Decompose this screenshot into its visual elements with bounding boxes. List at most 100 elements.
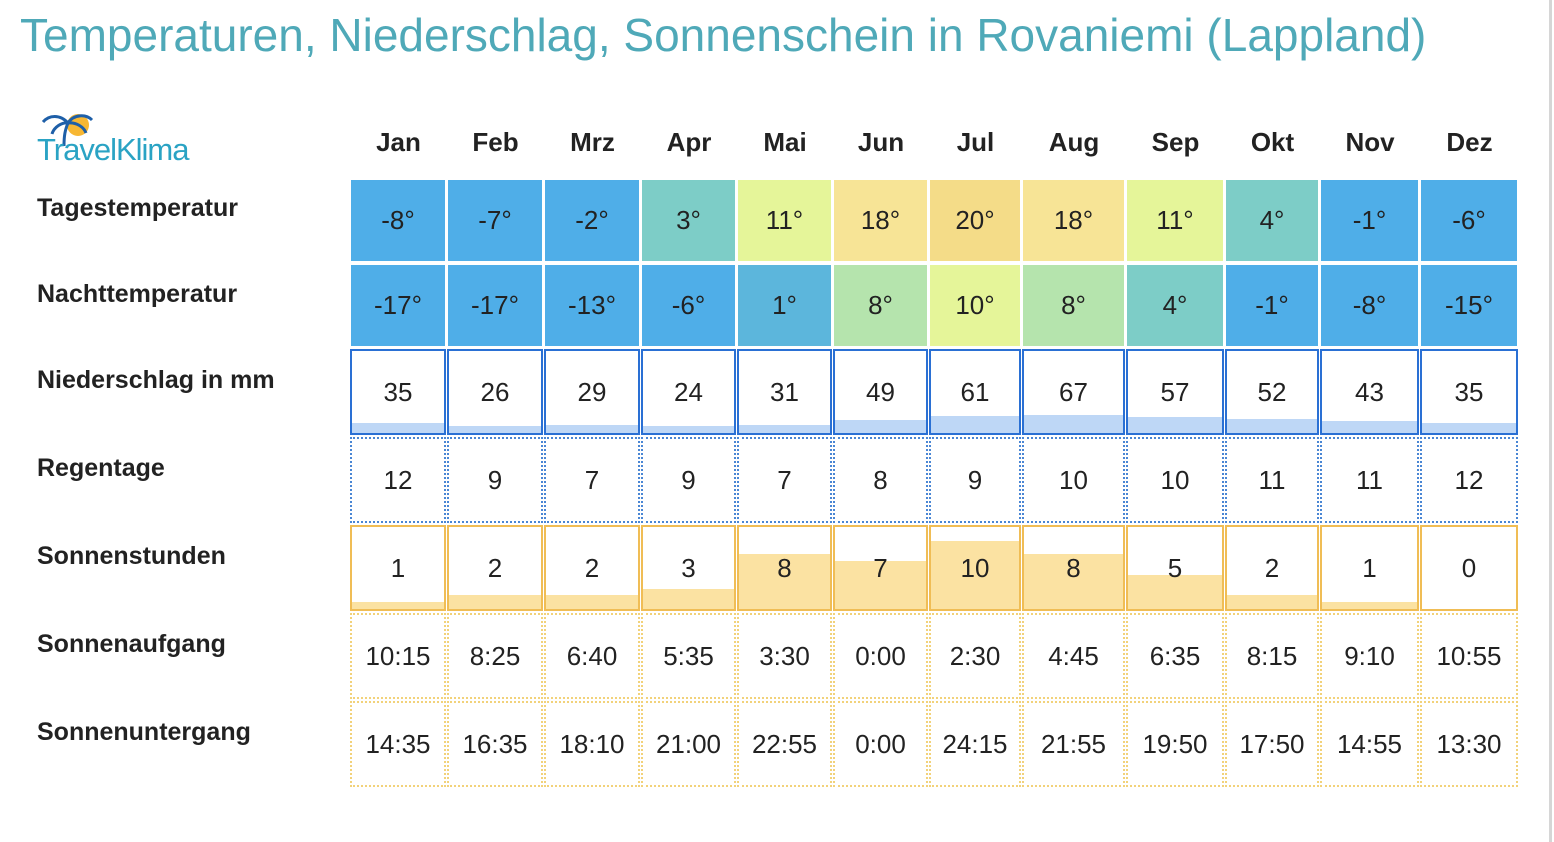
cell-sunrise-jun: 0:00 <box>833 613 928 699</box>
cell-precip-sep: 57 <box>1126 349 1224 435</box>
value-precip-okt: 52 <box>1257 376 1287 407</box>
cell-sunrise-dez: 10:55 <box>1420 613 1518 699</box>
travelklima-logo[interactable]: TravelKlima <box>34 108 204 172</box>
cell-precip-mai: 31 <box>737 349 832 435</box>
value-day-temp-jul: 20° <box>955 205 995 235</box>
bar-fill-precip-okt <box>1227 418 1317 433</box>
value-sun-hours-jul: 10 <box>960 552 990 583</box>
bar-fill-precip-nov <box>1322 421 1417 433</box>
month-header-nov: Nov <box>1345 127 1395 157</box>
value-rain-days-okt: 11 <box>1258 464 1286 495</box>
month-header-sep: Sep <box>1151 127 1200 157</box>
cell-sunrise-feb: 8:25 <box>447 613 543 699</box>
value-sunrise-feb: 8:25 <box>469 640 521 671</box>
bar-fill-sun-hours-jun <box>835 561 926 609</box>
value-sunset-feb: 16:35 <box>462 728 528 759</box>
bar-fill-sun-hours-mai <box>739 554 830 609</box>
bar-fill-precip-jan <box>352 423 444 433</box>
value-sunrise-aug: 4:45 <box>1048 640 1099 671</box>
value-sun-hours-jan: 1 <box>390 552 406 583</box>
row-label-day-temp: Tagestemperatur <box>37 194 238 222</box>
value-sunset-dez: 13:30 <box>1436 728 1502 759</box>
cell-sunrise-aug: 4:45 <box>1022 613 1125 699</box>
cell-rain-days-mrz: 7 <box>544 437 640 523</box>
cell-sunset-dez: 13:30 <box>1420 701 1518 787</box>
bar-fill-sun-hours-mrz <box>546 595 638 609</box>
value-precip-apr: 24 <box>674 376 703 407</box>
cell-precip-okt: 52 <box>1225 349 1319 435</box>
month-header-mai: Mai <box>763 127 807 157</box>
bar-fill-sun-hours-aug <box>1024 554 1123 609</box>
cell-precip-apr: 24 <box>641 349 736 435</box>
cell-night-temp-mai: 1° <box>737 264 832 347</box>
cell-day-temp-feb: -7° <box>447 179 543 262</box>
cell-precip-aug: 67 <box>1022 349 1125 435</box>
month-header-okt: Okt <box>1250 127 1295 157</box>
value-precip-aug: 67 <box>1059 376 1088 407</box>
bar-fill-sun-hours-apr <box>643 588 734 609</box>
value-sunrise-jun: 0:00 <box>855 640 906 671</box>
cell-day-temp-sep: 11° <box>1126 179 1224 262</box>
cell-precip-jan: 35 <box>350 349 446 435</box>
value-day-temp-nov: -1° <box>1352 205 1387 235</box>
month-header-apr: Apr <box>666 127 712 157</box>
cell-rain-days-apr: 9 <box>641 437 736 523</box>
cell-night-temp-aug: 8° <box>1022 264 1125 347</box>
value-day-temp-jan: -8° <box>381 205 415 235</box>
bar-fill-sun-hours-okt <box>1227 595 1317 609</box>
bar-fill-sun-hours-feb <box>449 595 541 609</box>
cell-day-temp-jun: 18° <box>833 179 928 262</box>
value-night-temp-jun: 8° <box>868 290 893 320</box>
value-sunrise-nov: 9:10 <box>1344 640 1395 671</box>
value-night-temp-okt: -1° <box>1255 290 1289 320</box>
month-header-aug: Aug <box>1048 127 1100 157</box>
bar-fill-precip-feb <box>449 425 541 433</box>
value-sun-hours-okt: 2 <box>1264 552 1280 583</box>
cell-sunrise-mrz: 6:40 <box>544 613 640 699</box>
cell-precip-nov: 43 <box>1320 349 1419 435</box>
value-precip-jul: 61 <box>960 376 990 407</box>
cell-rain-days-sep: 10 <box>1126 437 1224 523</box>
value-day-temp-sep: 11° <box>1156 205 1194 235</box>
cell-sunrise-jan: 10:15 <box>350 613 446 699</box>
cell-sun-hours-feb: 2 <box>447 525 543 611</box>
value-night-temp-feb: -17° <box>471 290 519 320</box>
value-precip-mai: 31 <box>770 376 799 407</box>
value-rain-days-sep: 10 <box>1160 464 1190 495</box>
cell-precip-dez: 35 <box>1420 349 1518 435</box>
row-label-sunset: Sonnenuntergang <box>37 718 251 746</box>
row-label-sun-hours: Sonnenstunden <box>37 542 226 570</box>
bar-fill-precip-mrz <box>546 425 638 433</box>
cell-day-temp-nov: -1° <box>1320 179 1419 262</box>
value-rain-days-mrz: 7 <box>584 464 600 495</box>
cell-sunset-okt: 17:50 <box>1225 701 1319 787</box>
cell-rain-days-jul: 9 <box>929 437 1021 523</box>
value-sun-hours-dez: 0 <box>1461 552 1477 583</box>
value-rain-days-feb: 9 <box>487 464 503 495</box>
value-sunset-okt: 17:50 <box>1239 728 1305 759</box>
bar-fill-sun-hours-sep <box>1128 574 1222 609</box>
cell-sun-hours-jun: 7 <box>833 525 928 611</box>
cell-day-temp-jan: -8° <box>350 179 446 262</box>
value-sunrise-jan: 10:15 <box>365 640 431 671</box>
cell-sunrise-jul: 2:30 <box>929 613 1021 699</box>
month-header-jul: Jul <box>956 127 995 157</box>
cell-rain-days-mai: 7 <box>737 437 832 523</box>
row-label-precip: Niederschlag in mm <box>37 366 275 394</box>
cell-rain-days-jun: 8 <box>833 437 928 523</box>
value-night-temp-mrz: -13° <box>568 290 616 320</box>
month-header-jun: Jun <box>857 127 905 157</box>
bar-fill-sun-hours-nov <box>1322 602 1417 609</box>
cell-sun-hours-nov: 1 <box>1320 525 1419 611</box>
row-label-sunrise: Sonnenaufgang <box>37 630 226 658</box>
value-sunset-jun: 0:00 <box>855 728 906 759</box>
cell-rain-days-okt: 11 <box>1225 437 1319 523</box>
bar-fill-precip-mai <box>739 424 830 433</box>
bar-fill-precip-aug <box>1024 414 1123 433</box>
cell-night-temp-feb: -17° <box>447 264 543 347</box>
value-sun-hours-nov: 1 <box>1362 552 1377 583</box>
cell-precip-mrz: 29 <box>544 349 640 435</box>
cell-day-temp-okt: 4° <box>1225 179 1319 262</box>
value-sunset-aug: 21:55 <box>1040 728 1107 759</box>
cell-night-temp-jul: 10° <box>929 264 1021 347</box>
